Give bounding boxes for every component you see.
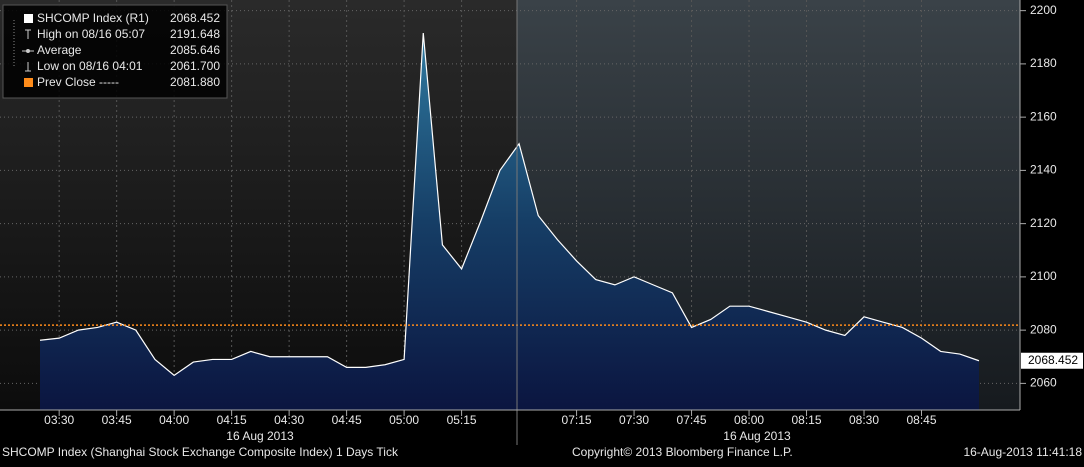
x-tick-label: 04:15 — [217, 413, 247, 427]
x-tick-label: 07:30 — [619, 413, 649, 427]
x-tick-label: 04:30 — [274, 413, 304, 427]
x-tick-label: 07:45 — [677, 413, 707, 427]
legend-swatch — [24, 78, 33, 87]
legend-box — [2, 4, 228, 99]
legend-label: SHCOMP Index (R1) — [37, 11, 149, 25]
x-tick-label: 08:15 — [792, 413, 822, 427]
y-tick-label: 2180 — [1030, 56, 1057, 70]
legend-label: Prev Close ----- — [37, 75, 119, 89]
footer-left: SHCOMP Index (Shanghai Stock Exchange Co… — [2, 445, 399, 459]
x-tick-label: 08:45 — [906, 413, 936, 427]
legend-swatch — [24, 14, 33, 23]
plot — [0, 32, 1020, 410]
legend-label: High on 08/16 05:07 — [37, 27, 145, 41]
legend-value: 2191.648 — [170, 27, 220, 41]
y-tick-label: 2120 — [1030, 216, 1057, 230]
legend-label: Average — [37, 43, 82, 57]
y-tick-label: 2160 — [1030, 109, 1057, 123]
axes: 2060 2080 2100 2120 2140 2160 2180 2200 03:30 03:… — [44, 3, 1083, 443]
legend-entries: SHCOMP Index (R1) 2068.452 High on 08/16 0… — [13, 11, 220, 89]
y-tick-label: 2100 — [1030, 269, 1057, 283]
x-tick-label: 03:30 — [44, 413, 74, 427]
y-tick-label: 2060 — [1030, 376, 1057, 390]
x-tick-label: 08:00 — [734, 413, 764, 427]
x-tick-label: 05:15 — [447, 413, 477, 427]
last-price-label: 2068.452 — [1028, 353, 1078, 367]
footer-right: 16-Aug-2013 11:41:18 — [963, 445, 1082, 459]
x-tick-label: 03:45 — [102, 413, 132, 427]
legend-label: Low on 08/16 04:01 — [37, 59, 143, 73]
x-tick-label: 05:00 — [389, 413, 419, 427]
y-tick-label: 2080 — [1030, 322, 1057, 336]
x-tick-label: 08:30 — [849, 413, 879, 427]
date-label: 16 Aug 2013 — [723, 429, 791, 443]
y-tick-label: 2140 — [1030, 163, 1057, 177]
x-tick-label: 07:15 — [562, 413, 592, 427]
y-tick-label: 2200 — [1030, 3, 1057, 17]
legend-icon — [26, 49, 30, 53]
area — [40, 33, 979, 410]
last-price-box — [1021, 352, 1083, 369]
x-tick-label: 04:00 — [159, 413, 189, 427]
legend-value: 2085.646 — [170, 43, 220, 57]
price-line — [39, 32, 980, 377]
date-label: 16 Aug 2013 — [226, 429, 294, 443]
legend: SHCOMP Index (R1) 2068.452 High on 08/16 0… — [2, 4, 228, 99]
legend-value: 2068.452 — [170, 11, 220, 25]
x-tick-label: 04:45 — [332, 413, 362, 427]
legend-value: 2081.880 — [170, 75, 220, 89]
legend-value: 2061.700 — [170, 59, 220, 73]
footer-center: Copyright© 2013 Bloomberg Finance L.P. — [572, 445, 793, 459]
